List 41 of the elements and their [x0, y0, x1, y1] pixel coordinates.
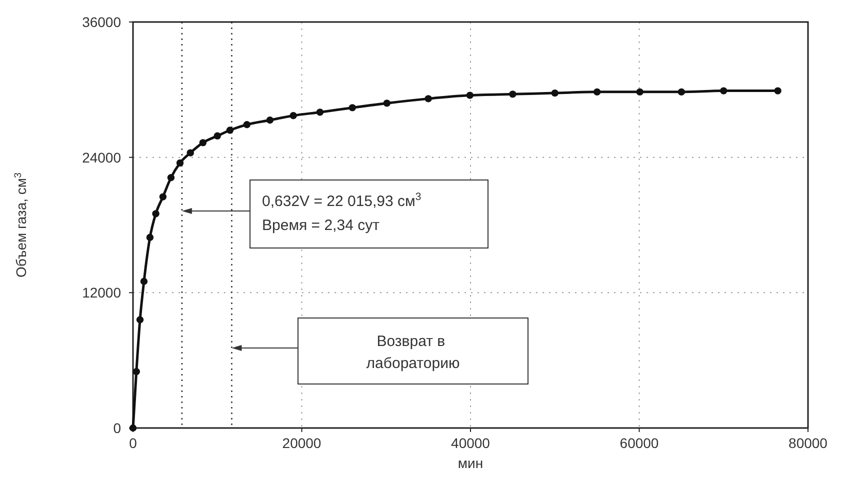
y-tick-label: 36000	[82, 14, 122, 30]
point	[214, 132, 221, 140]
point	[266, 116, 274, 124]
point	[152, 210, 160, 218]
point	[186, 149, 194, 156]
point	[290, 112, 297, 120]
point	[593, 88, 601, 96]
point	[636, 88, 644, 96]
point	[146, 234, 154, 242]
point	[720, 87, 728, 94]
y-tick-label: 12000	[82, 284, 122, 301]
point	[140, 278, 148, 285]
x-tick-label: 0	[129, 435, 138, 451]
point	[167, 174, 175, 182]
y-tick-label: 24000	[82, 149, 122, 166]
annotation: Возврат в лабораторию	[366, 333, 460, 372]
point	[129, 424, 137, 432]
point	[199, 139, 207, 146]
annotation: 0,632V = 22 015,93 см$^{3}$	[262, 191, 422, 210]
point	[176, 159, 184, 167]
point	[509, 90, 516, 98]
point	[466, 92, 474, 99]
x-tick-label: 40000	[451, 435, 490, 451]
point	[551, 89, 558, 97]
point	[243, 121, 251, 128]
point	[316, 108, 324, 116]
point	[136, 316, 144, 324]
y-tick-label: 0	[113, 420, 122, 436]
point	[383, 100, 390, 107]
point	[678, 88, 686, 96]
point	[132, 368, 140, 376]
point	[348, 104, 356, 112]
point	[774, 87, 782, 94]
point	[159, 193, 167, 200]
x-axis-title: мин	[458, 455, 484, 471]
annotation: Время = 2,34 сут	[262, 217, 380, 234]
point	[226, 126, 234, 134]
x-tick-label: 80000	[788, 435, 828, 451]
point	[424, 95, 432, 102]
x-tick-label: 60000	[620, 435, 659, 451]
x-tick-label: 20000	[282, 435, 322, 451]
